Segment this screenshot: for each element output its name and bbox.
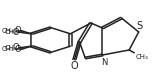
Text: O: O (15, 26, 21, 35)
Text: CH₃: CH₃ (136, 54, 148, 60)
Text: O: O (12, 28, 19, 37)
Text: CH₃: CH₃ (4, 45, 17, 51)
Text: CH₃: CH₃ (1, 28, 14, 34)
Text: CH₃: CH₃ (1, 46, 14, 52)
Text: S: S (136, 21, 142, 31)
Text: O: O (71, 61, 78, 71)
Text: O: O (12, 43, 19, 52)
Text: O: O (15, 45, 21, 54)
Text: CH₃: CH₃ (4, 29, 17, 35)
Text: N: N (101, 58, 108, 67)
